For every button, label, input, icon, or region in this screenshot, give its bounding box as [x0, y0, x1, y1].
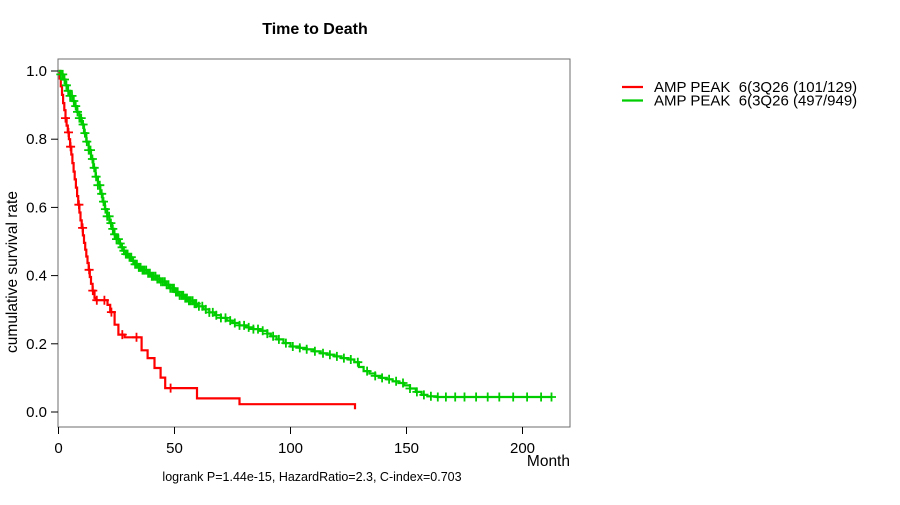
y-tick-label: 0.0 [26, 404, 47, 421]
curves-layer [56, 69, 556, 410]
stats-annotation: logrank P=1.44e-15, HazardRatio=2.3, C-i… [162, 470, 461, 484]
y-tick-label: 0.4 [26, 268, 47, 285]
y-axis-title: cumulative survival rate [4, 191, 21, 353]
x-tick-label: 50 [166, 440, 183, 457]
y-tick-label: 0.6 [26, 199, 47, 216]
x-axis-title: Month [527, 453, 570, 470]
legend-label-1: AMP PEAK 6(3Q26 (497/949) [654, 93, 857, 110]
axes-layer: 0 50 100 150 200 0.0 0.2 0.4 0.6 0.8 1.0 [26, 63, 535, 457]
censor-marks-0 [61, 113, 176, 393]
y-tick-label: 1.0 [26, 63, 47, 80]
x-tick-label: 200 [510, 440, 535, 457]
censor-marks-1 [56, 69, 556, 402]
x-tick-label: 0 [54, 440, 62, 457]
x-tick-label: 100 [278, 440, 303, 457]
survival-curve-0 [58, 69, 357, 410]
legend: AMP PEAK 6(3Q26 (101/129)AMP PEAK 6(3Q26… [622, 79, 857, 110]
legend-label-0: AMP PEAK 6(3Q26 (101/129) [654, 79, 857, 96]
y-tick-label: 0.2 [26, 336, 47, 353]
y-tick-label: 0.8 [26, 131, 47, 148]
chart-title: Time to Death [262, 21, 368, 38]
survival-curve-1 [58, 69, 552, 399]
plot-area [57, 58, 571, 428]
x-tick-label: 150 [394, 440, 419, 457]
